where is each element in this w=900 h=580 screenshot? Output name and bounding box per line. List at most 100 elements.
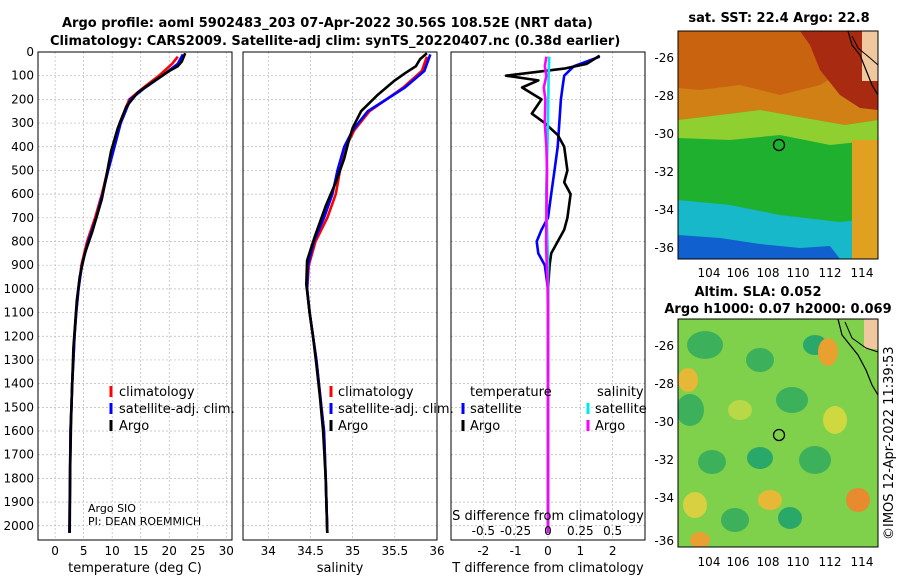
legend-satellite-label: satellite-adj. clim.: [338, 402, 454, 417]
difference-panel: -2 -1 0 1 2 T difference from climatology -0.5…: [450, 51, 646, 576]
secondary-x-tick-label: -0.25: [500, 524, 531, 538]
temperature-legend: climatology satellite-adj. clim. Argo: [109, 385, 235, 434]
y-tick-label: 700: [11, 211, 34, 225]
x-tick-label: 0: [51, 544, 59, 558]
y-tick-label: 300: [11, 116, 34, 130]
sla-coastline-2: [844, 321, 879, 353]
y-tick-label: 200: [11, 92, 34, 106]
series-line-satellite-adj-clim-: [68, 53, 185, 533]
legend-temperature-header: temperature: [470, 385, 552, 400]
sla-blob: [776, 387, 808, 413]
x-tick-label: -2: [477, 544, 489, 558]
lat-tick-label: -32: [654, 453, 674, 467]
sst-mid-warm-region: [678, 31, 850, 95]
lat-tick-label: -26: [654, 339, 674, 353]
x-tick-label: 25: [190, 544, 205, 558]
lon-tick-label: 104: [698, 266, 721, 280]
sst-coastline-2: [851, 35, 879, 66]
sst-map-lon-labels: 104 106 108 110 112 114: [698, 266, 874, 280]
legend-satellite-label: satellite-adj. clim.: [119, 402, 235, 417]
legend-climatology-label: climatology: [119, 385, 195, 400]
x-tick-label: 1: [577, 544, 585, 558]
lat-tick-label: -32: [654, 165, 674, 179]
sla-map-lat-labels: -26 -28 -30 -32 -34 -36: [654, 339, 674, 548]
title-line-2: Climatology: CARS2009. Satellite-adj cli…: [50, 34, 620, 49]
legend-argo-label: Argo: [119, 419, 149, 434]
x-tick-label: 34.5: [297, 544, 324, 558]
x-tick-label: -1: [510, 544, 522, 558]
lon-tick-label: 108: [757, 555, 780, 569]
lon-tick-label: 110: [787, 266, 810, 280]
lon-tick-label: 110: [787, 555, 810, 569]
lat-tick-label: -30: [654, 127, 674, 141]
y-tick-label: 900: [11, 258, 34, 272]
secondary-x-tick-label: 0.25: [567, 524, 594, 538]
lat-tick-label: -36: [654, 241, 674, 255]
sst-coastal-warm-strip: [852, 140, 878, 259]
temperature-panel: 0100200300400500600700800900100011001200…: [3, 45, 233, 576]
sla-map-lon-labels: 104 106 108 110 112 114: [698, 555, 874, 569]
x-tick-label: 30: [219, 544, 234, 558]
secondary-x-tick-label: 0.5: [603, 524, 622, 538]
series-line-temperature-argo: [504, 54, 601, 533]
y-tick-label: 1400: [3, 377, 34, 391]
lat-tick-label: -28: [654, 89, 674, 103]
legend-sal-satellite-label: satellite: [595, 402, 647, 417]
sla-blob: [799, 446, 831, 474]
y-tick-label: 1100: [3, 306, 34, 320]
lon-tick-label: 114: [851, 555, 874, 569]
legend-temp-argo-label: Argo: [470, 419, 500, 434]
sla-warm-blob: [846, 488, 870, 512]
sla-warm-blob: [678, 368, 698, 392]
secondary-x-tick-label: -0.5: [472, 524, 495, 538]
sla-map: [678, 319, 878, 547]
series-line-temperature-satellite: [535, 55, 601, 533]
sla-blob: [721, 508, 749, 532]
y-tick-label: 1200: [3, 329, 34, 343]
x-tick-label: 0: [544, 544, 552, 558]
temperature-axis-label: temperature (deg C): [68, 561, 202, 576]
difference-legend: temperature salinity satellite Argo sate…: [461, 385, 647, 434]
y-tick-label: 600: [11, 187, 34, 201]
sst-land: [862, 31, 878, 81]
sla-coastline: [837, 318, 879, 396]
s-difference-axis-label: S difference from climatology: [452, 509, 644, 524]
sla-land: [864, 319, 878, 349]
lat-tick-label: -26: [654, 51, 674, 65]
lon-tick-label: 114: [851, 266, 874, 280]
sst-coldest-region: [678, 235, 840, 259]
lon-tick-label: 108: [757, 266, 780, 280]
y-tick-label: 500: [11, 163, 34, 177]
y-tick-label: 1300: [3, 353, 34, 367]
y-tick-label: 1900: [3, 495, 34, 509]
x-tick-label: 34: [261, 544, 276, 558]
lat-tick-label: -30: [654, 415, 674, 429]
y-tick-label: 0: [26, 45, 34, 59]
y-tick-label: 400: [11, 140, 34, 154]
lon-tick-label: 106: [727, 555, 750, 569]
y-tick-label: 1800: [3, 471, 34, 485]
sla-blob: [778, 507, 802, 529]
x-tick-label: 20: [162, 544, 177, 558]
x-tick-label: 36: [429, 544, 444, 558]
sla-warm-blob: [690, 532, 710, 547]
sst-float-position-marker: [772, 138, 786, 152]
x-tick-label: 5: [80, 544, 88, 558]
sla-blob: [728, 400, 752, 420]
sla-blob: [698, 450, 726, 474]
sla-map-frame: [677, 318, 879, 548]
series-line-argo: [68, 52, 187, 533]
legend-sal-argo-label: Argo: [595, 419, 625, 434]
sla-map-title-1: Altim. SLA: 0.052: [695, 285, 822, 300]
sst-map-lat-labels: -26 -28 -30 -32 -34 -36: [654, 51, 674, 255]
legend-climatology-label: climatology: [338, 385, 414, 400]
sst-map-title: sat. SST: 22.4 Argo: 22.8: [688, 11, 869, 26]
lon-tick-label: 112: [819, 266, 842, 280]
credit-institution: Argo SIO: [88, 502, 136, 515]
sla-blob: [687, 331, 723, 359]
sst-map: [678, 31, 878, 259]
y-tick-label: 1500: [3, 400, 34, 414]
lat-tick-label: -36: [654, 534, 674, 548]
y-tick-label: 1700: [3, 448, 34, 462]
